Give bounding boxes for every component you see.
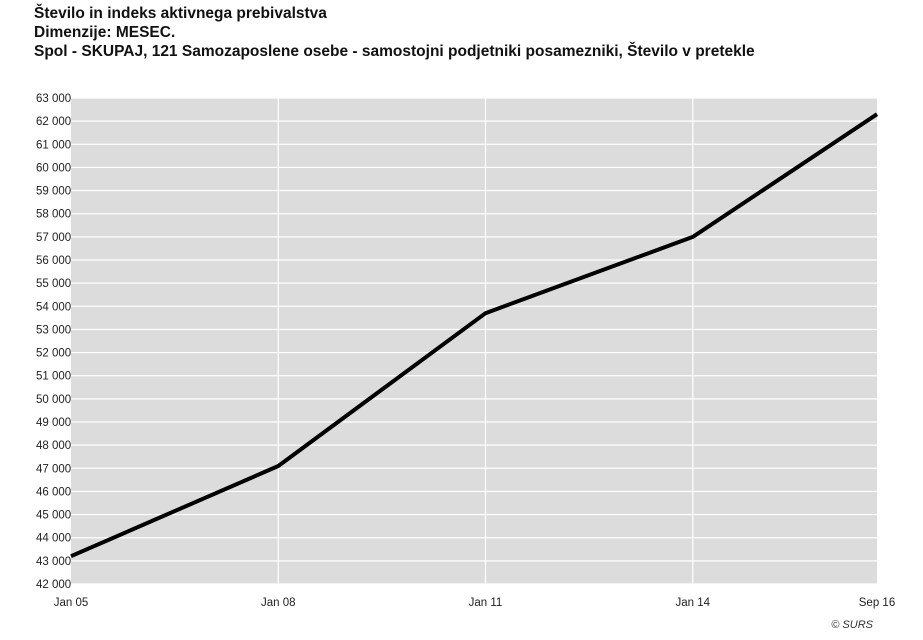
chart-title-block: Število in indeks aktivnega prebivalstva… [34, 4, 755, 61]
y-tick-label: 62 000 [36, 116, 71, 128]
x-tick-label: Jan 11 [469, 597, 503, 609]
x-tick-label: Jan 05 [54, 597, 89, 609]
chart-series-description: Spol - SKUPAJ, 121 Samozaposlene osebe -… [34, 43, 755, 60]
y-axis-tick-labels: 42 000 43 000 44 000 45 000 46 000 47 000 48 0… [36, 93, 71, 591]
y-tick-label: 52 000 [36, 348, 71, 360]
y-tick-label: 58 000 [36, 209, 71, 221]
y-tick-label: 59 000 [36, 186, 71, 198]
copyright-label: © SURS [831, 619, 873, 631]
y-tick-label: 43 000 [36, 556, 71, 568]
y-tick-label: 61 000 [36, 139, 71, 151]
vertical-gridlines [277, 98, 694, 584]
x-tick-label: Sep 16 [859, 597, 895, 609]
y-tick-label: 42 000 [36, 579, 71, 591]
y-tick-label: 44 000 [36, 533, 71, 545]
y-tick-label: 49 000 [36, 417, 71, 429]
y-tick-label: 55 000 [36, 278, 71, 290]
plot-area [71, 98, 877, 584]
y-tick-label: 46 000 [36, 486, 71, 498]
chart-title: Število in indeks aktivnega prebivalstva [34, 5, 327, 22]
y-tick-label: 54 000 [36, 301, 71, 313]
x-tick-label: Jan 08 [261, 597, 296, 609]
y-tick-label: 51 000 [36, 371, 71, 383]
y-tick-label: 56 000 [36, 255, 71, 267]
series-layer [70, 112, 879, 559]
y-tick-label: 48 000 [36, 440, 71, 452]
y-tick-label: 50 000 [36, 394, 71, 406]
y-tick-label: 47 000 [36, 463, 71, 475]
y-tick-label: 60 000 [36, 162, 71, 174]
x-axis-tick-labels: Jan 05 Jan 08 Jan 11 Jan 14 Sep 16 [54, 597, 895, 609]
y-tick-label: 63 000 [36, 93, 71, 105]
series-line [70, 112, 879, 559]
horizontal-gridlines [71, 97, 877, 585]
chart-dimension: Dimenzije: MESEC. [34, 24, 176, 41]
y-tick-label: 57 000 [36, 232, 71, 244]
y-tick-label: 53 000 [36, 324, 71, 336]
y-tick-label: 45 000 [36, 510, 71, 522]
x-tick-label: Jan 14 [676, 597, 711, 609]
